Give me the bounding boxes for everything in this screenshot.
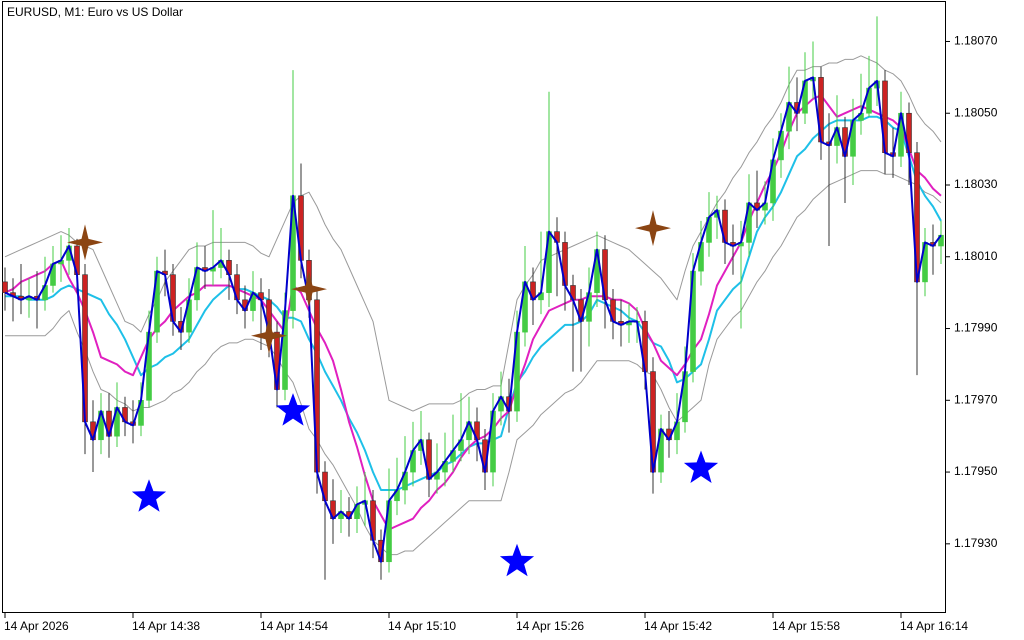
x-tick-label: 14 Apr 15:58 bbox=[772, 619, 840, 633]
y-tick-label: 1.18010 bbox=[954, 249, 998, 263]
x-tick-label: 14 Apr 15:42 bbox=[644, 619, 712, 633]
sell-signal bbox=[251, 317, 287, 354]
close-line bbox=[4, 76, 942, 563]
buy-signal bbox=[499, 543, 535, 577]
buy-signal bbox=[683, 450, 719, 483]
x-tick-label: 14 Apr 2026 bbox=[4, 619, 69, 633]
y-tick-label: 1.18070 bbox=[954, 34, 998, 48]
x-tick-label: 14 Apr 15:10 bbox=[388, 619, 456, 633]
plot-frame bbox=[2, 1, 946, 613]
buy-signal bbox=[131, 479, 167, 512]
indicator-line bbox=[5, 115, 942, 491]
indicator-line bbox=[4, 94, 942, 531]
x-tick-label: 14 Apr 14:54 bbox=[260, 619, 328, 633]
y-tick-label: 1.17950 bbox=[954, 464, 998, 478]
y-tick-label: 1.17990 bbox=[954, 321, 998, 335]
buy-signal bbox=[275, 393, 311, 426]
x-tick-label: 14 Apr 14:38 bbox=[132, 619, 200, 633]
y-tick-label: 1.17930 bbox=[954, 536, 998, 550]
sell-signal bbox=[67, 224, 103, 261]
y-tick-label: 1.18030 bbox=[954, 177, 998, 191]
sell-signal bbox=[635, 210, 671, 247]
y-tick-label: 1.17970 bbox=[954, 392, 998, 406]
indicator-line bbox=[4, 55, 942, 412]
chart-title: EURUSD, M1: Euro vs US Dollar bbox=[7, 5, 183, 19]
y-tick-label: 1.18050 bbox=[954, 105, 998, 119]
x-tick-label: 14 Apr 16:14 bbox=[900, 619, 968, 633]
indicator-line bbox=[5, 170, 942, 556]
candle-body bbox=[2, 281, 8, 293]
sell-signal bbox=[291, 271, 327, 308]
x-tick-label: 14 Apr 15:26 bbox=[516, 619, 584, 633]
